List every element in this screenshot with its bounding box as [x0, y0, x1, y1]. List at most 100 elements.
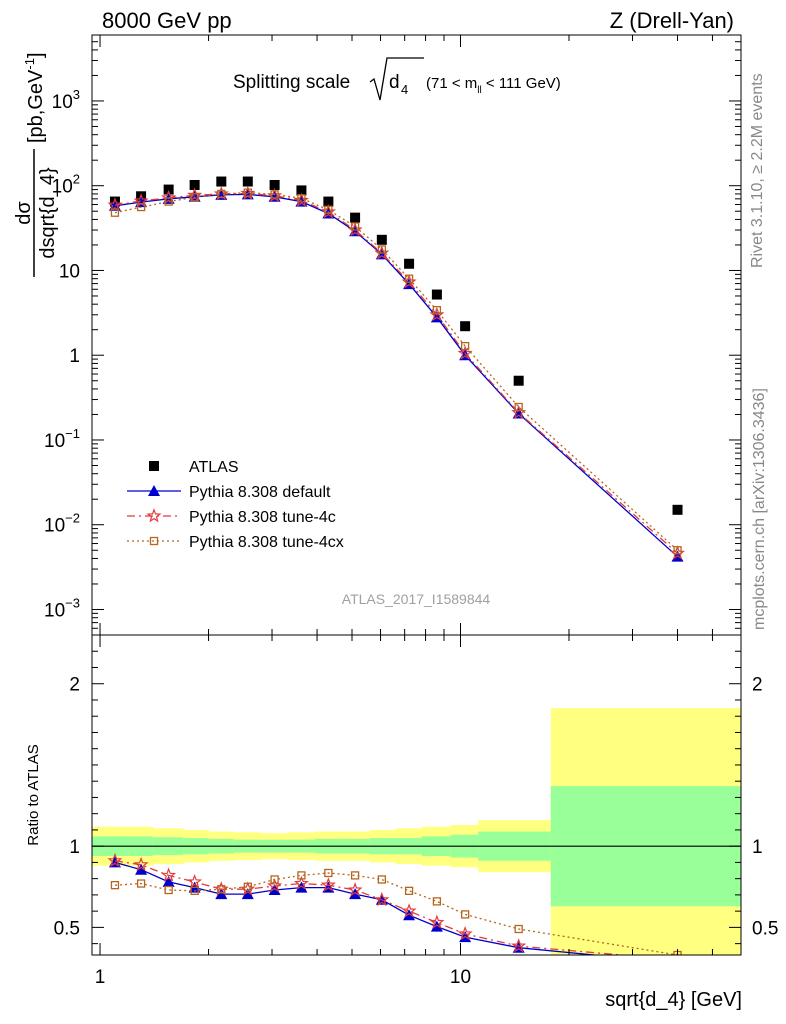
- data-point-atlas: [163, 184, 174, 195]
- rivet-label: Rivet 3.1.10, ≥ 2.2M events: [749, 73, 766, 268]
- x-axis-label: sqrt{d_4} [GeV]: [605, 989, 742, 1011]
- ratio-point-tune4c: [133, 856, 149, 872]
- legend-label-atlas: ATLAS: [189, 459, 239, 476]
- data-point-atlas: [404, 258, 415, 269]
- data-point-tune4c: [669, 545, 686, 560]
- ratio-point-default: [349, 888, 362, 900]
- ratio-point-default: [430, 920, 443, 932]
- y-label-unit-sup: -1: [22, 58, 37, 70]
- data-point-tune4c: [161, 189, 177, 205]
- y-tick-label-base: 1: [69, 346, 80, 367]
- data-point-atlas: [323, 196, 334, 207]
- ratio-point-tune4c: [293, 875, 309, 890]
- ratio-point-default: [241, 888, 254, 900]
- y-label-denominator: dsqrt{d_4}: [37, 167, 59, 259]
- ratio-point-tune4cx: [404, 886, 414, 895]
- ratio-point-tune4cx: [110, 881, 120, 890]
- data-point-tune4cx: [190, 193, 199, 202]
- data-point-atlas: [513, 375, 524, 386]
- data-point-tune4cx: [673, 546, 682, 555]
- data-point-tune4cx: [514, 402, 523, 412]
- series-line-tune4c: [114, 192, 678, 554]
- ratio-y-tick-label-left: 1: [69, 837, 80, 858]
- series-tune4cx: [110, 188, 682, 555]
- ratio-y-tick-label-right: 2: [752, 675, 763, 696]
- data-point-tune4c: [213, 185, 229, 201]
- y-tick-label-base: 10: [44, 600, 65, 621]
- legend-label-tune4c: Pythia 8.308 tune-4c: [189, 509, 336, 526]
- data-point-tune4c: [293, 192, 309, 207]
- title-range-post: < 111 GeV): [482, 75, 561, 92]
- data-point-tune4c: [374, 245, 390, 260]
- y-tick-label: 1: [69, 346, 80, 367]
- y-tick-label-base: 10: [44, 516, 65, 537]
- title-range: (71 < mll < 111 GeV): [426, 75, 561, 96]
- data-point-tune4cx: [297, 194, 306, 203]
- series-default: [108, 188, 684, 562]
- header-right: Z (Drell-Yan): [610, 8, 734, 33]
- ratio-point-tune4c: [401, 903, 417, 918]
- legend-marker-tune4c: [146, 508, 162, 523]
- data-point-tune4c: [320, 204, 336, 219]
- title-sqrt-sub: 4: [401, 82, 408, 97]
- y-axis-label: dσ dsqrt{d_4} [pb,GeV-1]: [13, 52, 59, 277]
- series-line-default: [114, 193, 678, 558]
- data-point-tune4cx: [270, 190, 279, 199]
- series-atlas: [109, 176, 683, 515]
- data-point-atlas: [350, 212, 361, 223]
- data-point-tune4cx: [350, 222, 360, 231]
- ratio-line-default: [114, 861, 601, 955]
- y-label-numerator: dσ: [13, 201, 35, 225]
- x-tick-label: 10: [450, 967, 471, 988]
- ratio-point-tune4c: [161, 867, 177, 882]
- ratio-point-tune4c: [457, 926, 473, 941]
- y-tick-label-exp: −2: [65, 511, 80, 526]
- mcplots-label: mcplots.cern.ch [arXiv:1306.3436]: [751, 388, 768, 630]
- ratio-line-tune4c: [114, 860, 629, 955]
- data-point-tune4cx: [217, 189, 226, 199]
- y-tick-label: 10−1: [44, 426, 80, 452]
- data-point-tune4c: [457, 345, 473, 360]
- legend: ATLAS Pythia 8.308 default Pythia 8.308 tu…: [127, 459, 344, 551]
- data-point-atlas: [242, 176, 253, 187]
- ratio-point-default: [162, 875, 175, 887]
- legend-marker-tune4cx: [149, 536, 159, 546]
- ratio-point-default: [672, 957, 684, 968]
- title-range-sub: ll: [477, 85, 481, 96]
- data-point-atlas: [672, 504, 683, 515]
- y-label-unit-main: [pb,GeV: [25, 69, 47, 143]
- ratio-point-tune4cx: [243, 882, 252, 891]
- header-left: 8000 GeV pp: [102, 8, 232, 33]
- ratio-frame: [91, 634, 742, 956]
- ratio-point-tune4cx: [460, 910, 470, 919]
- plot-title: Splitting scale d 4 (71 < mll < 111 GeV): [233, 57, 561, 101]
- y-tick-label: 10−2: [44, 511, 80, 537]
- ratio-point-tune4cx: [432, 897, 442, 906]
- ratio-point-tune4cx: [514, 924, 523, 934]
- x-tick-label: 1: [95, 967, 106, 988]
- y-tick-label: 10: [59, 261, 80, 282]
- ratio-point-tune4cx: [350, 871, 360, 880]
- ratio-point-tune4c: [240, 881, 256, 896]
- data-point-tune4cx: [377, 245, 386, 254]
- y-tick-label-exp: −3: [65, 595, 80, 610]
- ratio-point-tune4cx: [270, 875, 279, 884]
- data-point-tune4cx: [164, 197, 173, 206]
- ratio-y-tick-label-left: 0.5: [54, 918, 80, 939]
- data-point-tune4cx: [136, 202, 146, 212]
- data-point-tune4cx: [460, 341, 470, 351]
- ratio-point-default: [215, 888, 228, 900]
- data-point-tune4c: [347, 222, 363, 237]
- ratio-series-tune4cx: [110, 868, 682, 955]
- ratio-point-tune4cx: [297, 871, 306, 880]
- data-point-tune4cx: [110, 208, 120, 217]
- y-tick-label-exp: 3: [73, 87, 80, 102]
- data-point-atlas: [189, 179, 200, 190]
- series-tune4c: [107, 185, 686, 560]
- data-point-tune4c: [511, 404, 527, 420]
- y-tick-label: 10−3: [44, 595, 80, 621]
- ratio-point-tune4c: [511, 938, 527, 953]
- data-point-tune4c: [401, 274, 417, 289]
- ratio-point-tune4c: [107, 852, 123, 868]
